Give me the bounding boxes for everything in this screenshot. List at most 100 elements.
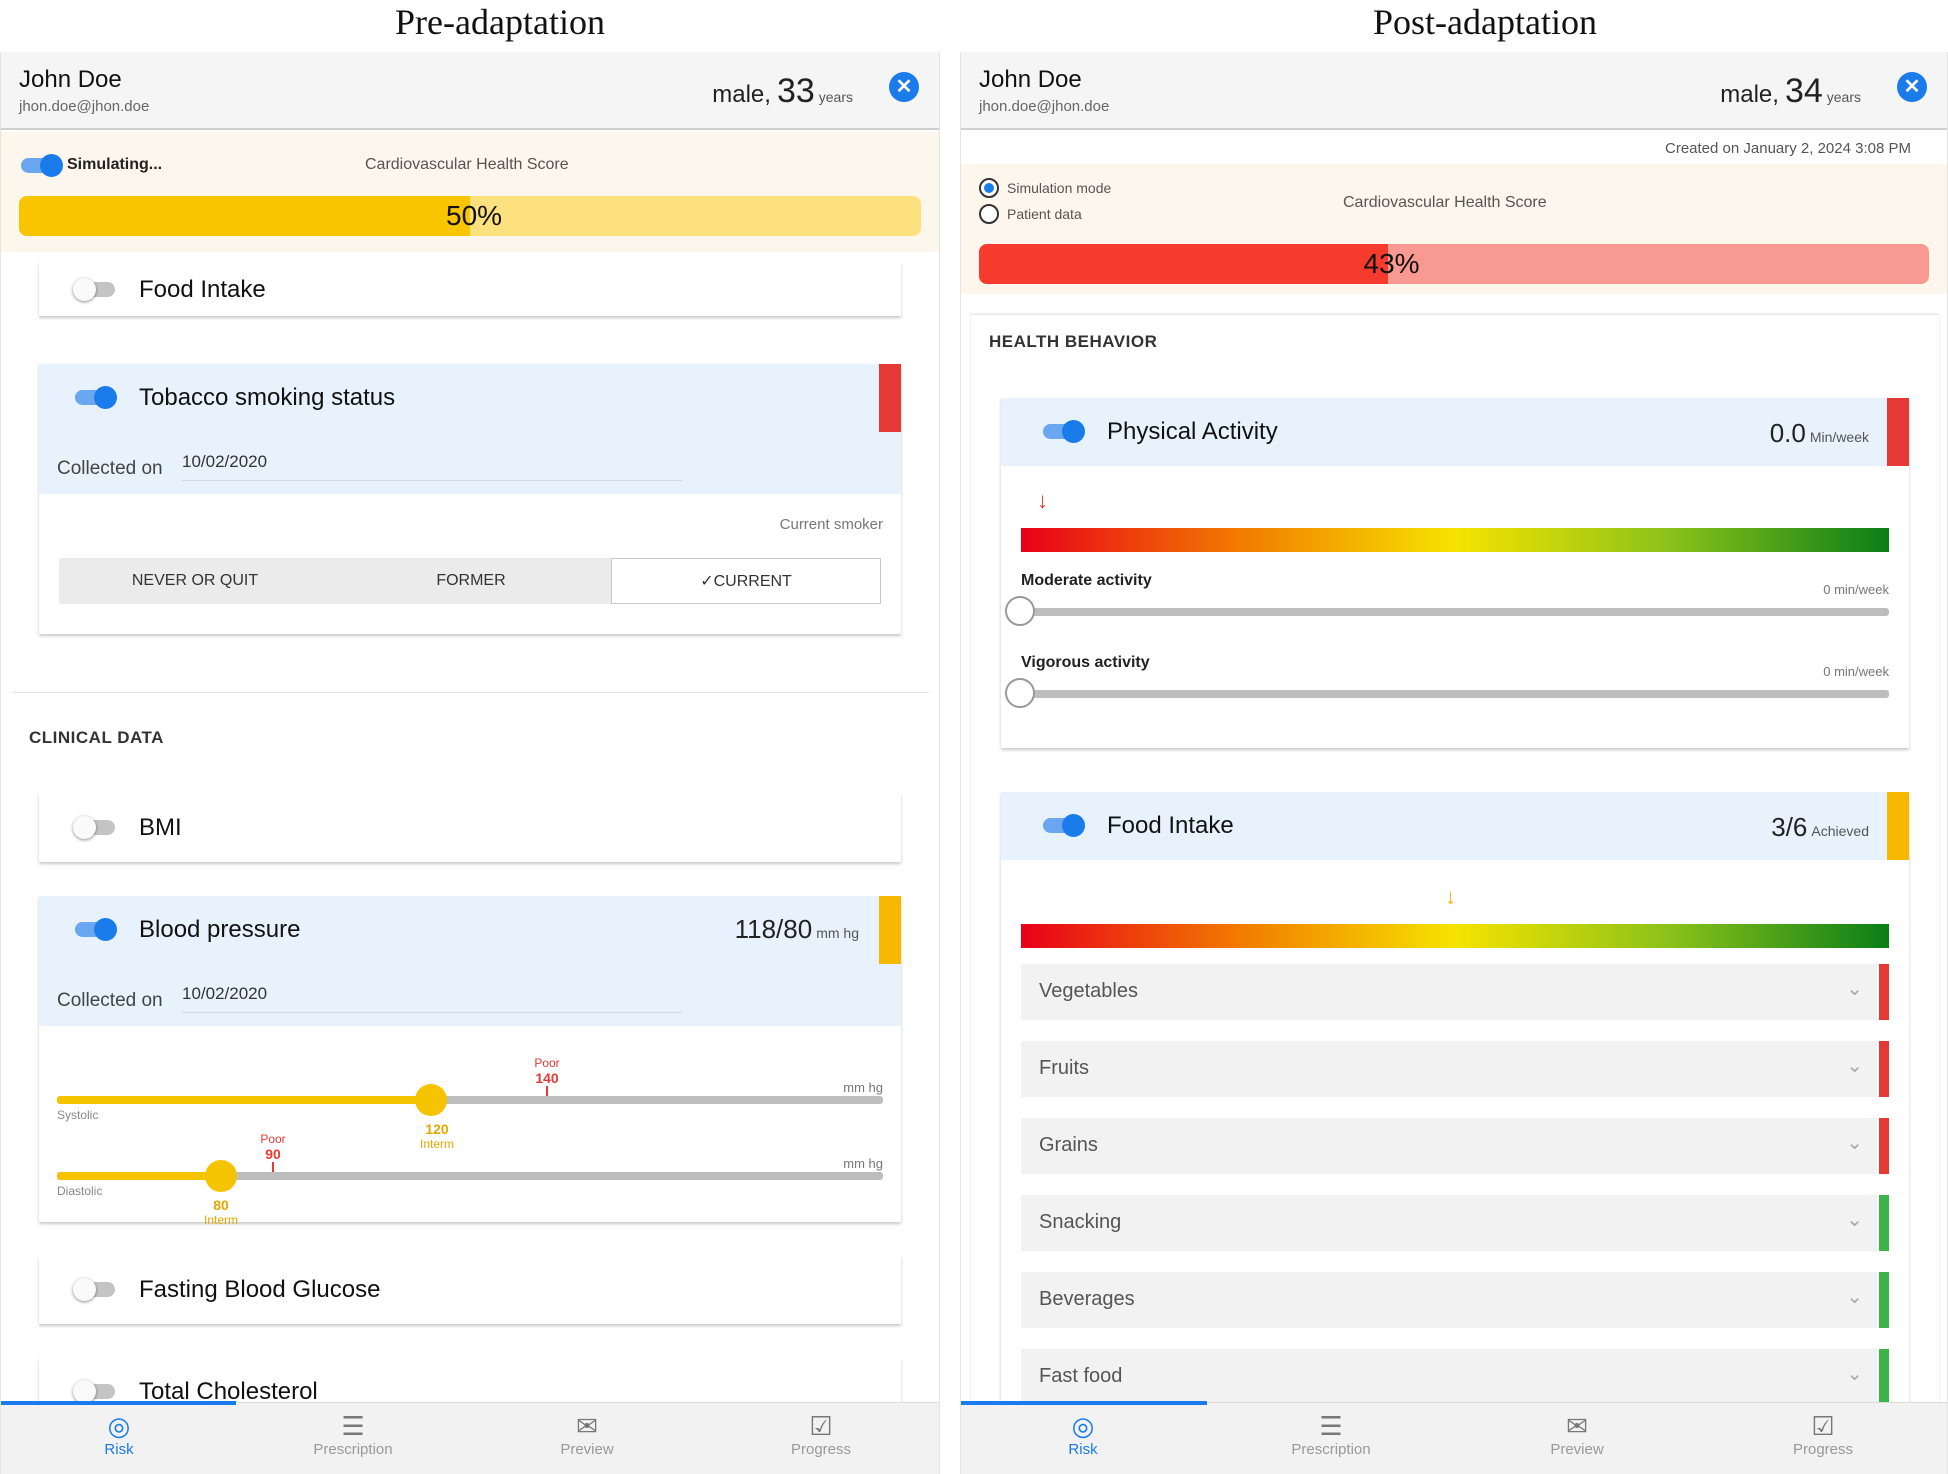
food-category-label: Beverages (1039, 1288, 1135, 1310)
blood-pressure-value: 118/80 mm hg (734, 914, 859, 944)
nav-preview[interactable]: ✉ Preview (1507, 1411, 1647, 1458)
food-category-row[interactable]: Snacking ⌄ (1021, 1195, 1889, 1251)
food-intake-title: Food Intake (139, 276, 266, 303)
score-percent: 50% (446, 200, 503, 231)
chevron-down-icon: ⌄ (1846, 1286, 1863, 1308)
physical-activity-toggle[interactable] (1041, 420, 1085, 443)
tobacco-collected-row: Collected on 10/02/2020 (39, 432, 901, 494)
bmi-card[interactable]: BMI (39, 794, 901, 862)
moderate-activity-value: 0 min/week (1823, 582, 1889, 597)
bmi-toggle[interactable] (73, 816, 117, 839)
chevron-down-icon: ⌄ (1846, 1363, 1863, 1385)
nav-prescription[interactable]: ☰ Prescription (283, 1411, 423, 1458)
patient-header: John Doe jhon.doe@jhon.doe male, 34 years … (961, 52, 1947, 130)
diastolic-label: Diastolic (57, 1184, 103, 1198)
smoking-status-text: Current smoker (779, 516, 883, 533)
diastolic-value: 80 Interm (203, 1197, 238, 1228)
option-never-or-quit[interactable]: NEVER OR QUIT (131, 572, 259, 589)
food-intake-header[interactable]: Food Intake 3/6 Achieved (1001, 792, 1909, 860)
simulation-toggle[interactable] (19, 154, 63, 177)
simulation-mode-label: Simulation mode (1007, 180, 1112, 196)
moderate-activity-knob[interactable] (1005, 596, 1035, 626)
collected-label: Collected on (57, 458, 163, 479)
food-intake-card[interactable]: Food Intake (39, 262, 901, 316)
nav-prescription[interactable]: ☰ Prescription (1261, 1411, 1401, 1458)
nav-progress[interactable]: ☑ Progress (751, 1411, 891, 1458)
checklist-icon: ☑ (1811, 1411, 1835, 1441)
physical-activity-header[interactable]: Physical Activity 0.0 Min/week (1001, 398, 1909, 466)
tobacco-card-header[interactable]: Tobacco smoking status (39, 364, 901, 432)
diastolic-unit: mm hg (843, 1156, 883, 1171)
physical-activity-title: Physical Activity (1107, 418, 1278, 445)
post-adaptation-screen: John Doe jhon.doe@jhon.doe male, 34 years … (960, 52, 1948, 1474)
food-category-label: Vegetables (1039, 980, 1138, 1002)
vigorous-activity-track[interactable] (1021, 690, 1889, 698)
score-bar: 50% (19, 196, 921, 236)
score-bar-fill (979, 244, 1388, 284)
food-category-row[interactable]: Grains ⌄ (1021, 1118, 1889, 1174)
patient-email: jhon.doe@jhon.doe (979, 98, 1110, 115)
bottom-navigation: ◎ Risk ☰ Prescription ✉ Preview ☑ Progress (961, 1401, 1947, 1474)
food-intake-toggle[interactable] (73, 278, 117, 301)
diastolic-slider[interactable]: Poor 90 mm hg Diastolic 80 Interm (57, 1132, 883, 1227)
close-icon[interactable]: ✕ (1897, 72, 1927, 102)
fasting-glucose-card[interactable]: Fasting Blood Glucose (39, 1256, 901, 1324)
food-category-status-flag (1879, 1349, 1889, 1405)
food-category-row[interactable]: Fruits ⌄ (1021, 1041, 1889, 1097)
vigorous-activity-label: Vigorous activity (1021, 654, 1150, 671)
systolic-poor-marker: Poor 140 (534, 1056, 560, 1086)
systolic-slider[interactable]: Poor 140 mm hg Systolic 120 Interm (57, 1056, 883, 1151)
caption-pre: Pre-adaptation (395, 2, 605, 42)
close-icon[interactable]: ✕ (889, 72, 919, 102)
active-tab-indicator (961, 1401, 1207, 1405)
collected-date[interactable]: 10/02/2020 (182, 452, 682, 481)
chevron-down-icon: ⌄ (1846, 1132, 1863, 1154)
food-category-row[interactable]: Fast food ⌄ (1021, 1349, 1889, 1405)
tobacco-toggle[interactable] (73, 386, 117, 409)
blood-pressure-header[interactable]: Blood pressure 118/80 mm hg (39, 896, 901, 964)
fasting-glucose-toggle[interactable] (73, 1278, 117, 1301)
score-title: Cardiovascular Health Score (365, 156, 569, 173)
food-category-status-flag (1879, 964, 1889, 1020)
food-intake-toggle[interactable] (1041, 814, 1085, 837)
food-intake-title: Food Intake (1107, 812, 1234, 839)
bmi-title: BMI (139, 814, 182, 841)
total-cholesterol-title: Total Cholesterol (139, 1378, 318, 1405)
bottom-navigation: ◎ Risk ☰ Prescription ✉ Preview ☑ Progress (1, 1401, 939, 1474)
patient-name: John Doe (979, 66, 1082, 93)
food-intake-gradient (1021, 924, 1889, 948)
mail-icon: ✉ (1566, 1411, 1588, 1441)
chevron-down-icon: ⌄ (1846, 1209, 1863, 1231)
vigorous-activity-value: 0 min/week (1823, 664, 1889, 679)
smoking-status-selector: NEVER OR QUIT FORMER ✓CURRENT (59, 558, 881, 604)
patient-email: jhon.doe@jhon.doe (19, 98, 150, 115)
systolic-knob[interactable] (415, 1084, 447, 1116)
simulation-mode-radio[interactable] (979, 178, 999, 198)
nav-progress[interactable]: ☑ Progress (1753, 1411, 1893, 1458)
food-category-row[interactable]: Beverages ⌄ (1021, 1272, 1889, 1328)
moderate-activity-track[interactable] (1021, 608, 1889, 616)
patient-sex: male, (1720, 81, 1779, 108)
collected-label: Collected on (57, 990, 163, 1011)
patient-data-radio[interactable] (979, 204, 999, 224)
created-timestamp: Created on January 2, 2024 3:08 PM (1665, 140, 1911, 157)
nav-risk[interactable]: ◎ Risk (1013, 1411, 1153, 1458)
nav-risk[interactable]: ◎ Risk (49, 1411, 189, 1458)
total-cholesterol-toggle[interactable] (73, 1380, 117, 1403)
blood-pressure-card: Blood pressure 118/80 mm hg Collected on … (39, 896, 901, 1227)
systolic-value: 120 Interm (419, 1121, 454, 1152)
blood-pressure-toggle[interactable] (73, 918, 117, 941)
checklist-icon: ☑ (809, 1411, 833, 1441)
age-unit: years (818, 89, 853, 105)
food-category-row[interactable]: Vegetables ⌄ (1021, 964, 1889, 1020)
option-former[interactable]: FORMER (436, 572, 506, 589)
tobacco-title: Tobacco smoking status (139, 384, 396, 411)
vigorous-activity-knob[interactable] (1005, 678, 1035, 708)
diastolic-knob[interactable] (205, 1160, 237, 1192)
score-percent: 43% (1363, 248, 1420, 279)
food-category-label: Snacking (1039, 1211, 1122, 1233)
physical-activity-status-flag (1887, 398, 1909, 466)
collected-date[interactable]: 10/02/2020 (182, 984, 682, 1013)
option-current[interactable]: ✓CURRENT (611, 558, 881, 604)
nav-preview[interactable]: ✉ Preview (517, 1411, 657, 1458)
